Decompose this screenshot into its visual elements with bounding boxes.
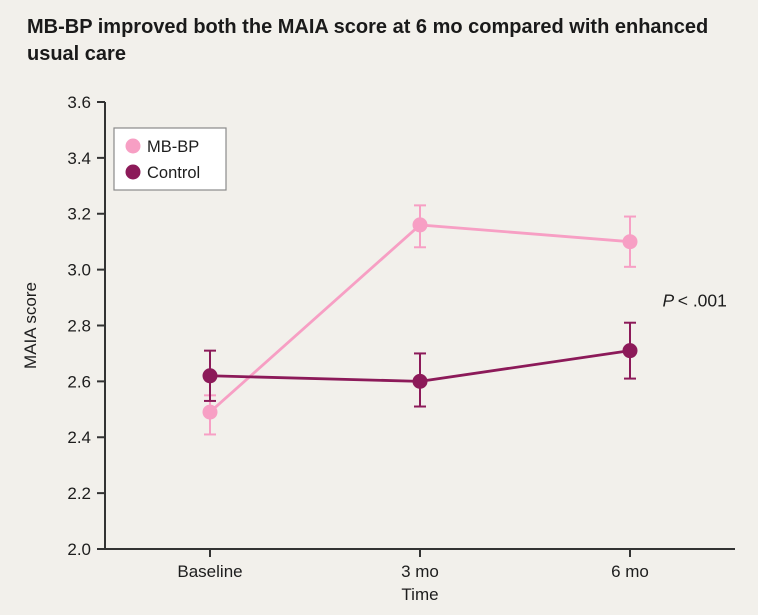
y-tick-label: 3.0 (67, 261, 91, 280)
maia-score-line-chart: 2.0 2.2 2.4 2.6 2.8 3.0 3.2 3.4 3.6 MAIA score Bas… (21, 93, 735, 604)
p-value-annotation: P < .001 (663, 290, 727, 310)
y-tick-label: 2.8 (67, 316, 91, 335)
y-axis-label: MAIA score (21, 282, 40, 369)
legend-swatch-mb-bp (125, 138, 141, 154)
y-tick-label: 2.4 (67, 428, 91, 447)
x-axis: Baseline 3 mo 6 mo (177, 549, 649, 581)
x-tick-label: 3 mo (401, 562, 439, 581)
series-points-control (202, 343, 638, 389)
legend: MB-BP Control (113, 127, 227, 191)
y-tick-label: 3.6 (67, 93, 91, 112)
legend-label: Control (147, 164, 200, 182)
x-tick-label: Baseline (177, 562, 242, 581)
data-point-mb-bp (412, 217, 428, 233)
data-point-mb-bp (202, 404, 218, 420)
y-tick-label: 2.0 (67, 540, 91, 559)
y-tick-label: 3.4 (67, 149, 91, 168)
y-tick-label: 2.6 (67, 372, 91, 391)
data-point-control (622, 343, 638, 359)
data-point-mb-bp (622, 234, 638, 250)
error-bars-control (204, 321, 636, 408)
y-tick-label: 3.2 (67, 205, 91, 224)
legend-swatch-control (125, 164, 141, 180)
series-points-mb-bp (202, 217, 638, 420)
data-point-control (202, 368, 218, 384)
figure-title: MB-BP improved both the MAIA score at 6 … (27, 16, 709, 65)
legend-box (113, 127, 227, 191)
x-axis-label: Time (401, 585, 438, 604)
y-axis: 2.0 2.2 2.4 2.6 2.8 3.0 3.2 3.4 3.6 (67, 93, 105, 559)
y-tick-label: 2.2 (67, 484, 91, 503)
chart-area: 2.0 2.2 2.4 2.6 2.8 3.0 3.2 3.4 3.6 MAIA score Bas… (0, 88, 758, 615)
data-point-control (412, 373, 428, 389)
x-tick-label: 6 mo (611, 562, 649, 581)
legend-label: MB-BP (147, 138, 199, 156)
